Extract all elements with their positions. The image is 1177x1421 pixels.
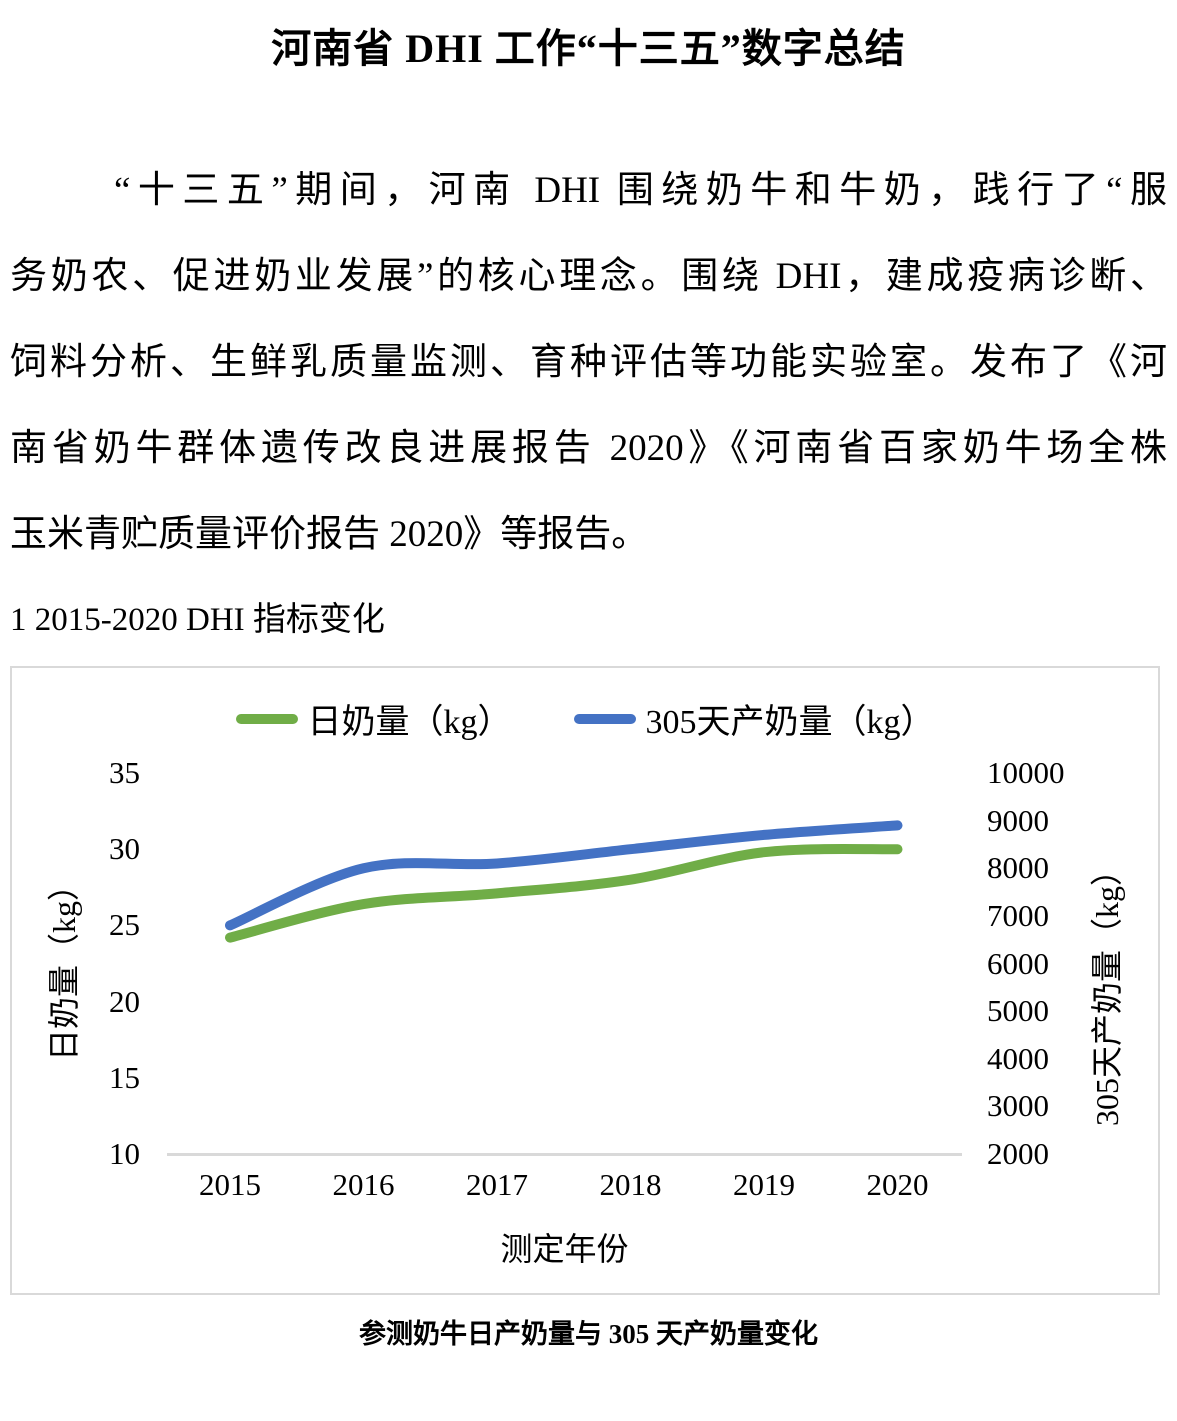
right-axis-tick-label: 9000: [987, 802, 1049, 838]
right-axis-tick-label: 2000: [987, 1136, 1049, 1171]
right-axis-tick-label: 8000: [987, 850, 1049, 886]
x-axis-title: 测定年份: [500, 1231, 629, 1267]
paragraph-line: “十三五”期间，河南 DHI 围绕奶牛和牛奶，践行了“服: [114, 170, 1167, 211]
left-axis-tick-label: 20: [109, 983, 140, 1019]
document-title: 河南省 DHI 工作“十三五”数字总结: [271, 26, 906, 71]
right-axis-tick-label: 6000: [987, 945, 1049, 981]
legend-line-swatch-icon: [235, 713, 298, 724]
left-axis-tick-label: 15: [109, 1059, 140, 1095]
left-axis-tick-label: 35: [109, 755, 140, 790]
section-heading: 1 2015-2020 DHI 指标变化: [10, 602, 385, 638]
body-paragraph: “十三五”期间，河南 DHI 围绕奶牛和牛奶，践行了“服 务奶农、促进奶业发展”…: [10, 148, 1167, 578]
left-axis-tick-label: 30: [109, 831, 140, 867]
paragraph-line: 南省奶牛群体遗传改良进展报告 2020》《河南省百家奶牛场全株: [10, 428, 1167, 469]
chart-figure: 日奶量（kg） 305天产奶量（kg） 35 30 25 20 15 10 10000 900…: [10, 666, 1160, 1295]
left-axis-tick-label: 10: [109, 1136, 140, 1171]
left-axis-tick-label: 25: [109, 907, 140, 943]
chart-legend: 日奶量（kg） 305天产奶量（kg）: [12, 694, 1158, 743]
x-axis-tick-label: 2016: [332, 1167, 395, 1202]
x-axis-tick-label: 2019: [733, 1167, 795, 1202]
right-axis-tick-label: 7000: [987, 897, 1049, 933]
x-axis-tick-label: 2017: [466, 1167, 528, 1202]
x-axis-tick-label: 2015: [199, 1167, 261, 1202]
legend-item-305day-milk: 305天产奶量（kg）: [573, 694, 935, 743]
right-axis-tick-label: 4000: [987, 1040, 1049, 1076]
legend-label: 日奶量（kg）: [307, 704, 512, 741]
legend-line-swatch-icon: [573, 713, 636, 724]
series-line-0: [225, 844, 903, 943]
legend-item-daily-milk: 日奶量（kg）: [235, 694, 512, 743]
paragraph-line: 玉米青贮质量评价报告 2020》等报告。: [10, 514, 649, 555]
right-axis-tick-label: 3000: [987, 1088, 1049, 1124]
right-axis-tick-label: 5000: [987, 993, 1049, 1029]
figure-caption: 参测奶牛日产奶量与 305 天产奶量变化: [359, 1319, 818, 1349]
chart-canvas: [225, 820, 903, 943]
right-axis-tick-label: 10000: [987, 755, 1065, 790]
right-axis-title: 305天产奶量（kg）: [1089, 854, 1125, 1127]
series-line-1: [225, 820, 903, 931]
x-axis-tick-label: 2018: [599, 1167, 662, 1202]
left-axis-title: 日奶量（kg）: [46, 869, 82, 1062]
paragraph-line: 务奶农、促进奶业发展”的核心理念。围绕 DHI，建成疫病诊断、: [10, 256, 1167, 297]
x-axis-tick-label: 2020: [866, 1167, 929, 1202]
x-axis-line: [167, 1153, 962, 1156]
legend-label: 305天产奶量（kg）: [645, 704, 935, 741]
paragraph-line: 饲料分析、生鲜乳质量监测、育种评估等功能实验室。发布了《河: [10, 342, 1167, 383]
